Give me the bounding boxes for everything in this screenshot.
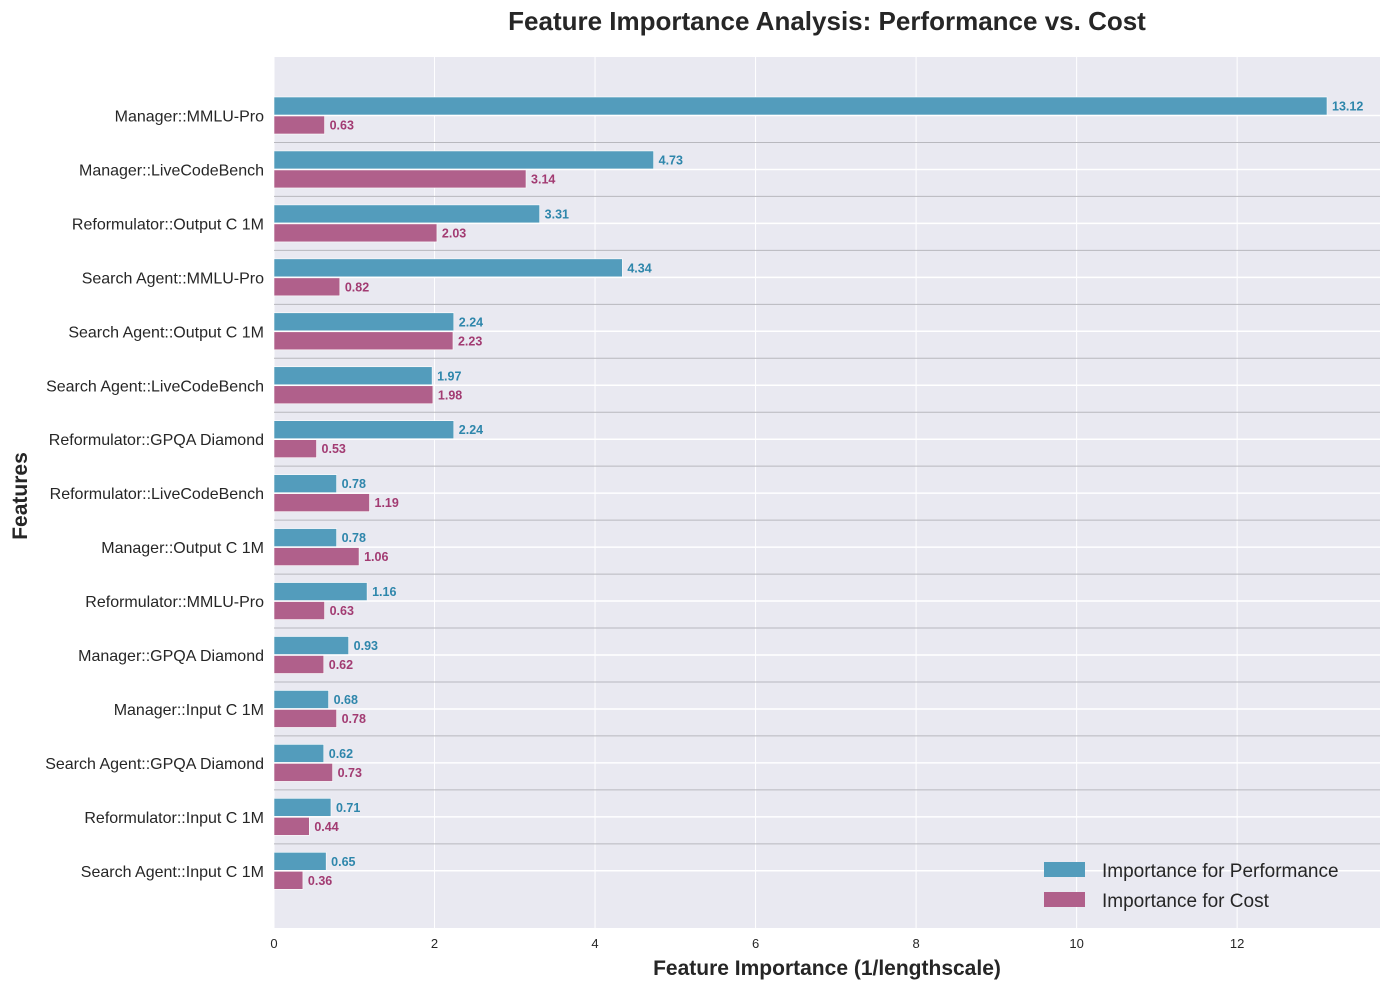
bars-layer	[273, 96, 1328, 890]
value-label-cost: 2.23	[458, 334, 482, 348]
bar-performance	[273, 366, 433, 386]
value-label-performance: 0.78	[342, 477, 366, 491]
legend-swatch-cost	[1044, 892, 1085, 907]
value-label-cost: 1.19	[375, 496, 399, 510]
bar-performance	[273, 96, 1328, 116]
bar-cost	[273, 763, 333, 782]
value-label-performance: 0.68	[334, 693, 358, 707]
y-tick-label: Search Agent::LiveCodeBench	[46, 378, 264, 395]
value-label-performance: 4.34	[627, 261, 651, 275]
y-tick-labels: Manager::MMLU-ProManager::LiveCodeBenchR…	[45, 109, 264, 881]
y-axis-title: Features	[9, 452, 32, 540]
value-label-cost: 2.03	[442, 226, 466, 240]
value-label-performance: 1.16	[372, 585, 396, 599]
grid-layer	[273, 57, 1380, 928]
x-tick-label: 6	[752, 936, 759, 951]
bar-cost	[273, 277, 341, 297]
x-tick-label: 12	[1230, 936, 1244, 951]
bar-performance	[273, 150, 654, 170]
bar-performance	[273, 312, 455, 332]
x-tick-label: 0	[270, 936, 277, 951]
value-label-cost: 1.06	[364, 550, 388, 564]
value-label-performance: 1.97	[437, 369, 461, 383]
y-tick-label: Manager::Input C 1M	[114, 702, 264, 719]
bar-performance	[273, 798, 332, 817]
y-tick-label: Reformulator::LiveCodeBench	[50, 486, 264, 503]
x-tick-label: 2	[431, 936, 438, 951]
x-tick-label: 10	[1069, 936, 1083, 951]
bar-cost	[273, 547, 360, 566]
bar-cost	[273, 817, 310, 836]
y-tick-label: Search Agent::Input C 1M	[81, 864, 264, 881]
value-label-cost: 0.62	[329, 658, 353, 672]
bar-cost	[273, 870, 304, 890]
value-label-performance: 0.78	[342, 531, 366, 545]
y-tick-label: Reformulator::Input C 1M	[84, 810, 264, 827]
value-label-performance: 0.71	[336, 801, 360, 815]
bar-cost	[273, 115, 325, 135]
bar-cost	[273, 493, 370, 512]
x-axis-title: Feature Importance (1/lengthscale)	[653, 957, 1001, 980]
value-label-cost: 0.36	[308, 874, 332, 888]
value-label-cost: 3.14	[531, 172, 555, 186]
bar-performance	[273, 582, 368, 601]
bar-performance	[273, 258, 623, 278]
bar-cost	[273, 601, 325, 620]
chart-title: Feature Importance Analysis: Performance…	[508, 6, 1146, 36]
bar-cost	[273, 709, 337, 728]
bar-cost	[273, 439, 317, 459]
y-tick-label: Manager::GPQA Diamond	[78, 648, 264, 665]
legend-label-cost: Importance for Cost	[1102, 891, 1270, 912]
bar-cost	[273, 655, 325, 674]
bar-performance	[273, 636, 349, 655]
legend-label-performance: Importance for Performance	[1102, 861, 1339, 882]
value-label-cost: 1.98	[438, 388, 462, 402]
bar-performance	[273, 528, 337, 547]
value-label-performance: 2.24	[459, 423, 483, 437]
bar-performance	[273, 420, 455, 440]
bar-performance	[273, 851, 327, 871]
value-label-performance: 0.65	[331, 855, 355, 869]
y-tick-label: Reformulator::GPQA Diamond	[49, 432, 264, 449]
y-tick-label: Search Agent::Output C 1M	[68, 324, 264, 341]
y-tick-label: Search Agent::GPQA Diamond	[45, 756, 264, 773]
value-label-performance: 4.73	[659, 153, 683, 167]
y-tick-label: Manager::Output C 1M	[101, 540, 264, 557]
y-tick-label: Search Agent::MMLU-Pro	[82, 270, 264, 287]
value-labels-layer: 13.12 4.73 3.31 4.34 2.24 1.97 2.24 0.78 0.78 1.1…	[308, 100, 1363, 888]
value-label-performance: 0.62	[329, 747, 353, 761]
value-label-performance: 0.93	[354, 639, 378, 653]
value-label-performance: 13.12	[1332, 100, 1363, 114]
y-tick-label: Reformulator::Output C 1M	[72, 216, 264, 233]
x-tick-label: 4	[591, 936, 598, 951]
x-tick-label: 8	[912, 936, 919, 951]
value-label-cost: 0.44	[314, 820, 338, 834]
bar-cost	[273, 331, 454, 351]
value-label-cost: 0.78	[342, 712, 366, 726]
bar-cost	[273, 169, 527, 189]
bar-cost	[273, 223, 438, 243]
value-label-cost: 0.53	[322, 442, 346, 456]
bar-performance	[273, 690, 329, 709]
y-tick-label: Manager::LiveCodeBench	[79, 162, 264, 179]
bar-performance	[273, 474, 337, 493]
value-label-performance: 2.24	[459, 315, 483, 329]
legend-swatch-performance	[1044, 862, 1085, 877]
value-label-cost: 0.82	[345, 280, 369, 294]
y-tick-label: Reformulator::MMLU-Pro	[85, 594, 264, 611]
bar-cost	[273, 385, 434, 405]
legend: Importance for Performance Importance fo…	[1044, 861, 1339, 912]
bar-performance	[273, 204, 540, 224]
value-label-cost: 0.73	[338, 766, 362, 780]
y-tick-label: Manager::MMLU-Pro	[115, 109, 264, 126]
bar-performance	[273, 744, 325, 763]
value-label-cost: 0.63	[330, 119, 354, 133]
value-label-performance: 3.31	[545, 207, 569, 221]
value-label-cost: 0.63	[330, 604, 354, 618]
x-tick-labels: 0 2 4 6 8 10 12	[270, 936, 1244, 951]
